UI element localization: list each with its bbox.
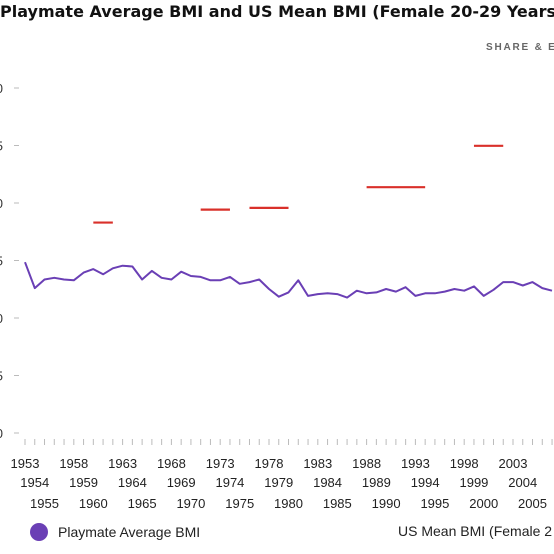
x-tick-label: 1969 [167, 475, 196, 490]
x-tick-label: 1970 [176, 496, 205, 511]
x-tick-label: 1974 [215, 475, 244, 490]
x-tick-label: 1973 [206, 456, 235, 471]
x-tick-label: 1963 [108, 456, 137, 471]
x-tick-label: 1968 [157, 456, 186, 471]
x-tick-label: 1985 [323, 496, 352, 511]
legend-label-us-mean: US Mean BMI (Female 2 [398, 523, 553, 539]
y-tick-label: 5 [0, 254, 3, 269]
x-tick-label: 1959 [69, 475, 98, 490]
x-tick-label: 1988 [352, 456, 381, 471]
y-tick-label: 0 [0, 426, 3, 441]
chart-title: Playmate Average BMI and US Mean BMI (Fe… [0, 2, 554, 21]
x-tick-label: 1955 [30, 496, 59, 511]
x-tick-label: 2003 [499, 456, 528, 471]
us-mean-bmi-series [93, 144, 504, 224]
y-tick-label: 0 [0, 81, 3, 96]
x-tick-label: 1989 [362, 475, 391, 490]
x-tick-label: 1975 [225, 496, 254, 511]
legend-item-us-mean[interactable]: US Mean BMI (Female 2 [398, 523, 552, 539]
x-tick-label: 1990 [372, 496, 401, 511]
x-tick-label: 1953 [11, 456, 40, 471]
x-tick-label: 1983 [303, 456, 332, 471]
y-tick-label: 5 [0, 139, 3, 154]
x-tick-label: 1965 [128, 496, 157, 511]
x-tick-label: 1954 [20, 475, 49, 490]
x-tick-label: 1960 [79, 496, 108, 511]
x-tick-label: 1993 [401, 456, 430, 471]
playmate-bmi-line[interactable] [24, 261, 553, 299]
x-tick-label: 2004 [508, 475, 537, 490]
x-tick-label: 1980 [274, 496, 303, 511]
x-tick-label: 2000 [469, 496, 498, 511]
x-tick-label: 1979 [264, 475, 293, 490]
legend-swatch-icon [30, 523, 48, 541]
y-axis: 0 5 0 5 0 5 0 [0, 81, 19, 441]
x-tick-label: 1958 [59, 456, 88, 471]
x-tick-label: 1999 [459, 475, 488, 490]
playmate-bmi-series [24, 261, 553, 299]
x-tick-label: 1984 [313, 475, 342, 490]
x-axis: 1953 1954 1955 1958 1959 1960 1963 1964 1965 1968… [11, 439, 553, 511]
legend-label-playmate: Playmate Average BMI [58, 524, 201, 540]
x-tick-label: 1995 [420, 496, 449, 511]
legend-item-playmate[interactable]: Playmate Average BMI [30, 523, 200, 541]
x-tick-label: 1998 [450, 456, 479, 471]
y-tick-label: 5 [0, 369, 3, 384]
x-tick-label: 2005 [518, 496, 547, 511]
x-tick-label: 1964 [118, 475, 147, 490]
x-tick-label: 1994 [411, 475, 440, 490]
x-tick-label: 1978 [255, 456, 284, 471]
y-tick-label: 0 [0, 311, 3, 326]
y-tick-label: 0 [0, 196, 3, 211]
share-embed-button[interactable]: SHARE & E [486, 42, 554, 53]
